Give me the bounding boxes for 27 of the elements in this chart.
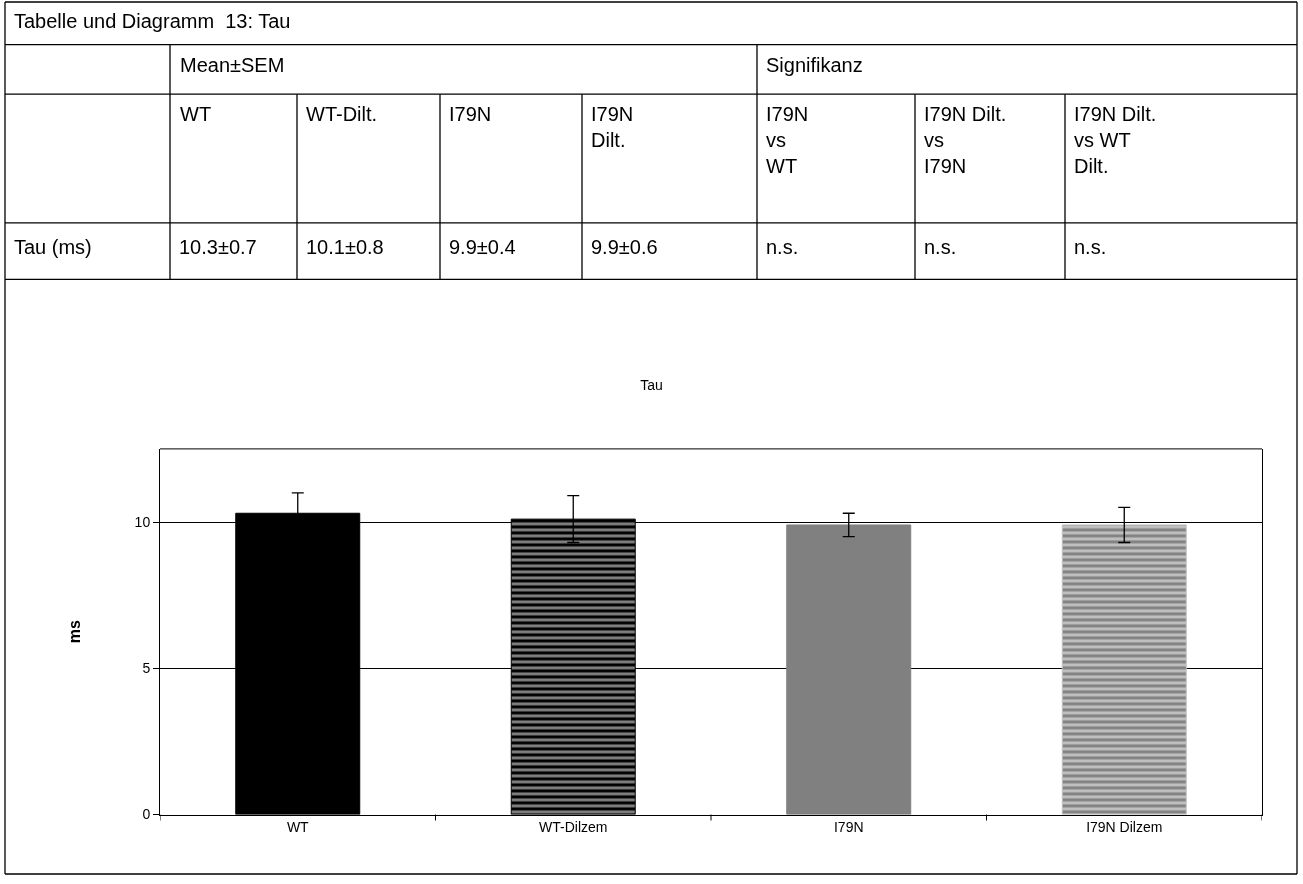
- chart-title: Tau: [640, 376, 663, 393]
- text: I79N: [449, 103, 492, 125]
- y-tick-label: 10: [134, 513, 151, 530]
- x-tick-label: I79N: [833, 819, 864, 836]
- text: I79N Dilt.: [591, 103, 634, 151]
- text: I79N Dilt. vs WT Dilt.: [1074, 103, 1157, 177]
- text: WT: [180, 103, 212, 125]
- x-tick-label: I79N Dilzem: [1086, 819, 1163, 836]
- text: Signifikanz: [766, 54, 863, 76]
- text: Mean±SEM: [180, 54, 285, 76]
- text: 10.1±0.8: [306, 236, 384, 258]
- x-tick-label: WT: [286, 819, 310, 836]
- text: Tabelle und Diagramm 13: Tau: [14, 10, 291, 32]
- text: I79N vs WT: [766, 103, 809, 177]
- text: I79N Dilt. vs I79N: [924, 103, 1007, 177]
- x-tick-label: WT-Dilzem: [539, 819, 608, 836]
- text: n.s.: [924, 236, 957, 258]
- text: 9.9±0.6: [591, 236, 658, 258]
- text: Tau (ms): [14, 236, 92, 258]
- y-tick-label: 0: [142, 806, 151, 823]
- text: n.s.: [1074, 236, 1107, 258]
- text: 10.3±0.7: [179, 236, 257, 258]
- text: WT-Dilt.: [306, 103, 378, 125]
- y-tick-label: 5: [142, 660, 151, 677]
- text: n.s.: [766, 236, 799, 258]
- y-axis-title: ms: [65, 620, 83, 644]
- text: 9.9±0.4: [449, 236, 516, 258]
